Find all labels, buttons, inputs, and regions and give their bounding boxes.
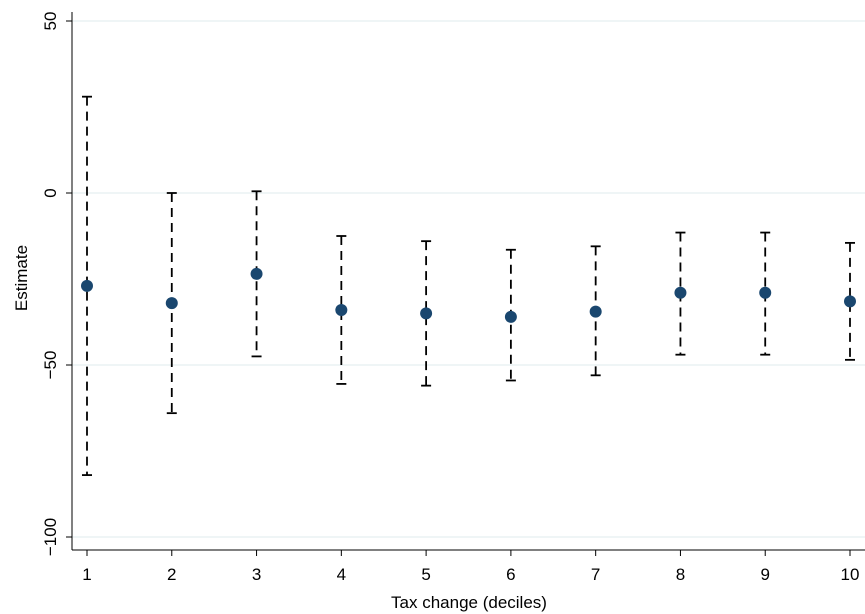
y-tick-label-1: 0 <box>41 188 60 197</box>
data-point-1 <box>81 279 93 292</box>
error-bars <box>82 95 855 476</box>
x-tick-label-3: 4 <box>337 565 346 584</box>
data-point-2 <box>165 297 178 310</box>
axes <box>71 12 865 551</box>
error-bar-5 <box>421 240 432 387</box>
x-tick-label-6: 7 <box>591 565 600 584</box>
x-axis-title: Tax change (deciles) <box>391 593 547 612</box>
data-point-3 <box>250 267 263 280</box>
data-point-9 <box>759 286 772 299</box>
data-point-8 <box>674 286 687 299</box>
x-tick-label-7: 8 <box>676 565 685 584</box>
x-tick-label-4: 5 <box>421 565 430 584</box>
gridlines <box>72 20 865 538</box>
x-tick-label-9: 10 <box>841 565 860 584</box>
data-point-6 <box>504 310 517 323</box>
error-bar-10 <box>845 241 855 361</box>
data-points <box>81 267 856 323</box>
data-point-7 <box>589 305 602 318</box>
y-tick-label-3: −100 <box>41 518 60 556</box>
error-bar-4 <box>336 235 347 385</box>
y-axis-title: Estimate <box>12 245 31 311</box>
x-tick-label-8: 9 <box>760 565 769 584</box>
data-point-5 <box>420 307 433 320</box>
x-tick-label-2: 3 <box>252 565 261 584</box>
data-point-10 <box>844 295 856 308</box>
x-tick-label-5: 6 <box>506 565 515 584</box>
y-tick-label-0: 50 <box>41 12 60 31</box>
data-point-4 <box>335 303 348 316</box>
x-tick-label-1: 2 <box>167 565 176 584</box>
x-tick-label-0: 1 <box>82 565 91 584</box>
y-tick-label-2: −50 <box>41 351 60 380</box>
error-bar-1 <box>82 95 92 476</box>
tick-labels: 50 0 −50 −100 1 2 3 4 5 6 7 8 9 10 <box>41 12 859 584</box>
